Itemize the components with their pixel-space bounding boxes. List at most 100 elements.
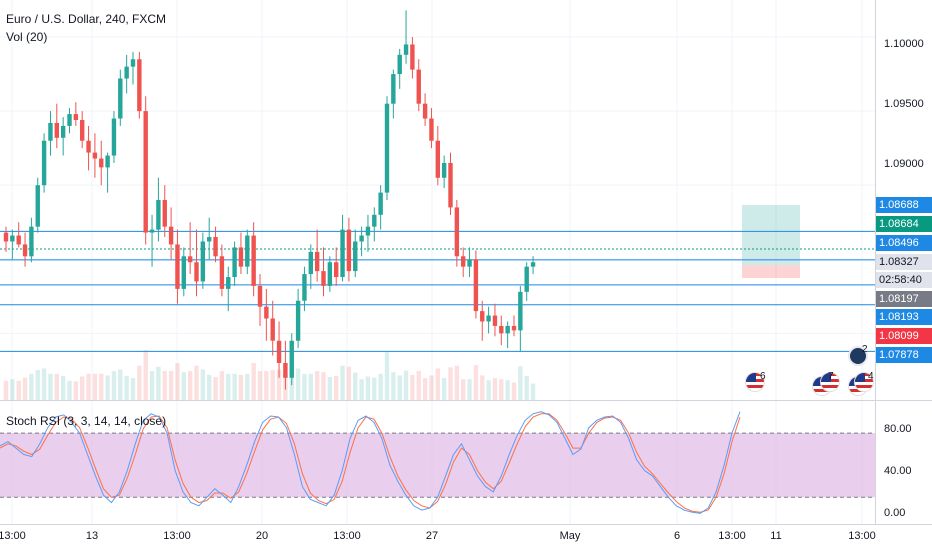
candle-body: [226, 277, 231, 289]
candle-body: [378, 192, 383, 215]
target-zone[interactable]: [742, 205, 800, 265]
volume-bar: [270, 370, 275, 400]
volume-bar: [321, 372, 326, 400]
price-chart[interactable]: [0, 0, 875, 400]
candle-body: [16, 235, 21, 245]
volume-bar: [187, 371, 193, 400]
rsi-legend[interactable]: Stoch RSI (3, 3, 14, 14, close): [6, 414, 167, 428]
candle-body: [137, 59, 142, 112]
candle-body: [365, 226, 371, 236]
volume-bars: [3, 350, 536, 400]
event-count: 6: [760, 371, 766, 382]
stoch-rsi-chart[interactable]: [0, 401, 875, 524]
volume-bar: [238, 374, 244, 400]
candle-body: [270, 318, 275, 341]
candlestick-series: [3, 10, 536, 390]
candle-body: [86, 140, 91, 153]
candle-body: [486, 315, 491, 322]
volume-bar: [486, 380, 491, 400]
candle-body: [187, 256, 193, 263]
candle-body: [3, 232, 9, 242]
time-tick: 13:00: [718, 530, 746, 542]
candle-body: [60, 125, 66, 138]
volume-bar: [257, 371, 263, 400]
candle-body: [353, 241, 358, 272]
volume-bar: [251, 363, 256, 400]
candle-body: [518, 291, 523, 331]
volume-bar: [29, 373, 34, 400]
horizontal-level-lines[interactable]: [0, 230, 875, 352]
price-axis[interactable]: 1.10000 1.09500 1.09000: [876, 0, 932, 524]
candle-body: [48, 122, 53, 141]
volume-bar: [194, 365, 199, 400]
volume-bar: [422, 378, 428, 400]
level-price-label: 1.08197: [876, 291, 932, 307]
candle-body: [461, 256, 466, 267]
time-tick: 13:00: [163, 530, 191, 542]
candle-body: [105, 155, 110, 168]
pane-separator[interactable]: [0, 400, 932, 401]
stoch-k-line: [0, 411, 741, 514]
candle-body: [441, 162, 447, 178]
time-tick: 13:00: [0, 530, 26, 542]
time-tick: 6: [673, 530, 681, 542]
level-price-label: 1.08688: [876, 197, 932, 213]
candle-body: [118, 78, 123, 119]
event-bubble-icon[interactable]: [848, 346, 868, 366]
volume-bar: [302, 373, 307, 400]
candle-body: [429, 118, 434, 141]
us-flag-event-icon[interactable]: [820, 372, 840, 392]
volume-bar: [295, 368, 301, 400]
volume-bar: [111, 371, 117, 400]
candle-body: [302, 274, 307, 301]
volume-bar: [346, 366, 352, 400]
volume-bar: [175, 363, 180, 400]
candle-body: [175, 244, 180, 289]
volume-bar: [499, 379, 504, 400]
candle-body: [403, 44, 409, 55]
volume-bar: [467, 379, 472, 400]
time-tick: 20: [255, 530, 269, 542]
volume-bar: [80, 376, 85, 400]
candle-body: [92, 152, 98, 159]
volume-bar: [403, 370, 409, 400]
us-flag-event-icon[interactable]: [745, 372, 765, 392]
candle-body: [10, 235, 15, 242]
volume-bar: [524, 375, 529, 400]
candle-body: [168, 226, 174, 245]
volume-bar: [473, 365, 479, 400]
volume-bar: [143, 350, 148, 400]
volume-bar: [308, 373, 313, 400]
candle-body: [181, 256, 186, 289]
symbol-legend[interactable]: Euro / U.S. Dollar, 240, FXCM: [6, 12, 167, 26]
price-tick: 1.09500: [884, 98, 924, 110]
level-price-label: 1.07878: [876, 347, 932, 363]
candle-body: [80, 120, 85, 141]
volume-bar: [289, 371, 294, 400]
candle-body: [162, 200, 167, 227]
volume-legend[interactable]: Vol (20): [6, 30, 48, 44]
volume-bar: [264, 371, 269, 400]
volume-bar: [149, 371, 155, 400]
volume-bar: [73, 381, 79, 400]
candle-body: [124, 66, 129, 79]
time-tick: 11: [770, 530, 782, 542]
candle-body: [530, 262, 536, 267]
candle-body: [410, 44, 415, 70]
price-tick: 1.09000: [884, 158, 924, 170]
volume-bar: [99, 373, 104, 400]
volume-bar: [60, 375, 66, 400]
level-price-label: 1.08496: [876, 235, 932, 251]
stop-zone[interactable]: [742, 265, 800, 278]
volume-bar: [181, 372, 186, 400]
us-flag-event-icon[interactable]: [854, 372, 874, 392]
candle-body: [435, 140, 440, 178]
candle-body: [295, 300, 301, 341]
candle-body: [149, 229, 155, 233]
time-tick: 13:00: [333, 530, 361, 542]
candle-body: [238, 247, 244, 267]
candle-body: [219, 256, 225, 289]
volume-bar: [492, 378, 498, 400]
volume-bar: [86, 373, 91, 400]
time-tick: 13:00: [848, 530, 876, 542]
